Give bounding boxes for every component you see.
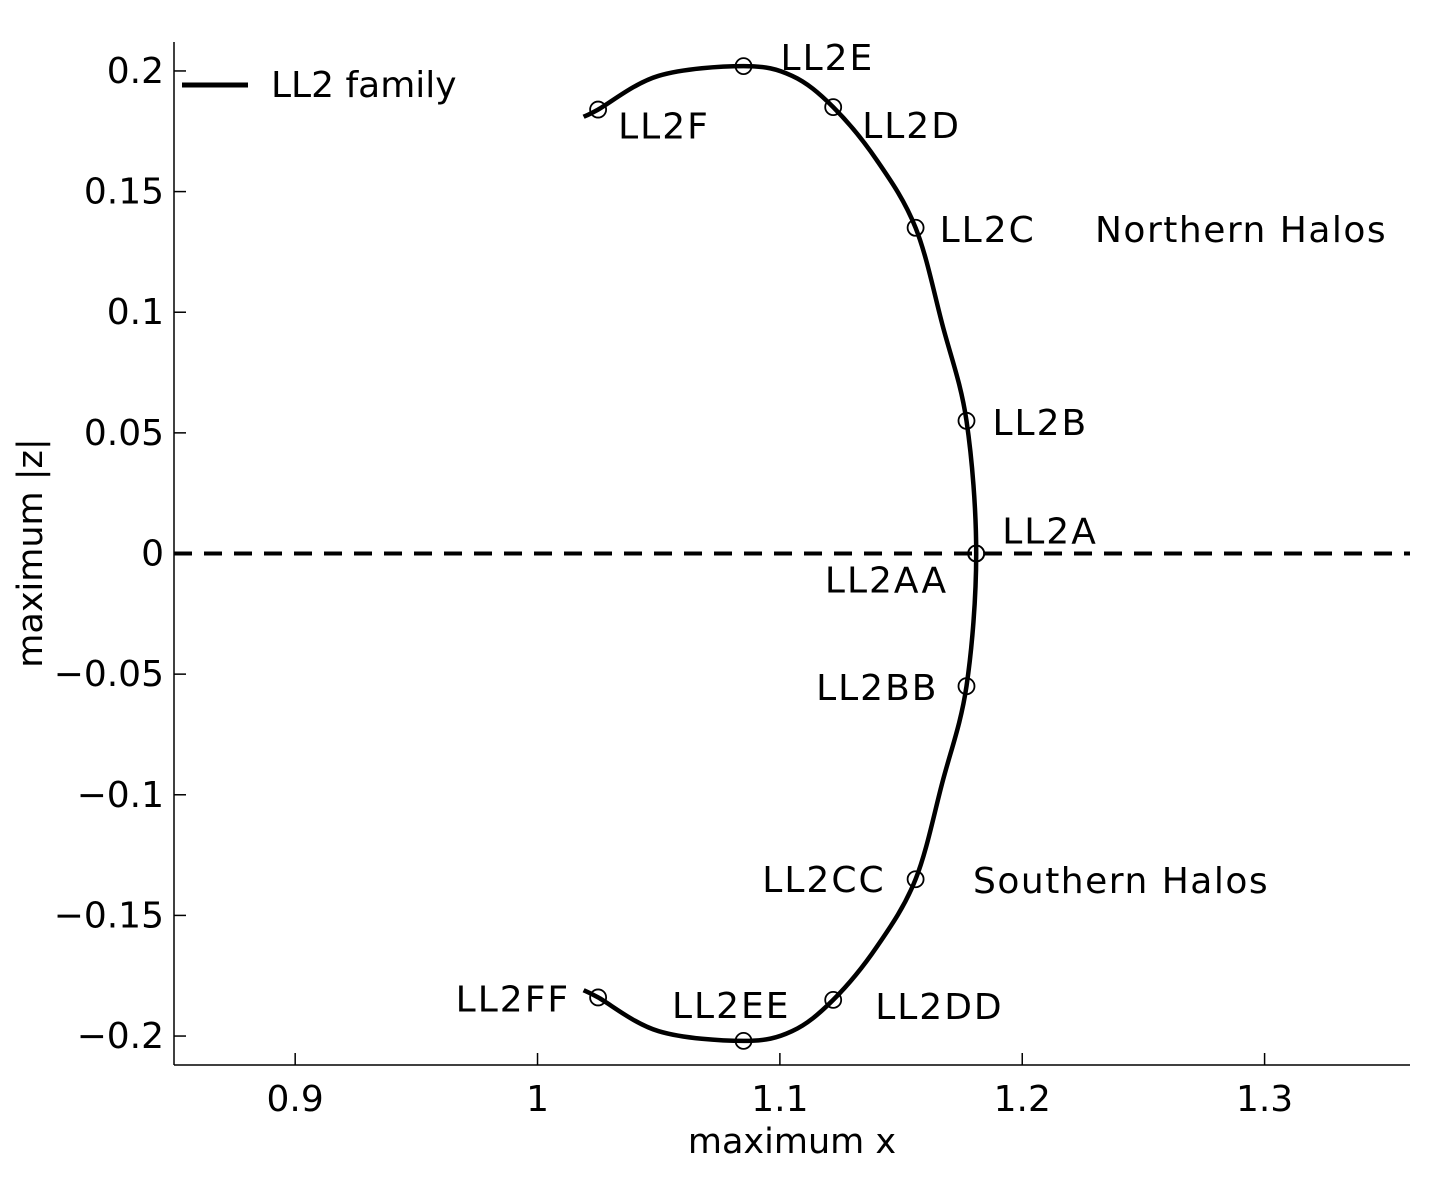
- y-tick-label: 0.15: [84, 172, 164, 213]
- point-label-ll2b: LL2B: [992, 403, 1088, 444]
- point-label-ll2bb: LL2BB: [816, 668, 938, 709]
- x-axis-label: maximum x: [688, 1122, 896, 1162]
- ticks: 0.9 1 1.1 1.2 1.3 0.2 0.15 0.1 0.05 0 −0.05 −0.1 −0.…: [54, 51, 1294, 1120]
- point-marker-ll2bb: [957, 677, 976, 696]
- point-marker-ll2dd: [824, 990, 843, 1009]
- x-tick-label: 1.2: [994, 1079, 1051, 1120]
- point-label-ll2ff: LL2FF: [456, 979, 570, 1020]
- point-marker-ll2d: [824, 98, 843, 117]
- point-marker-ll2c: [906, 218, 925, 237]
- point-label-ll2f: LL2F: [618, 107, 710, 148]
- point-marker-ll2cc: [906, 870, 925, 889]
- y-tick-label: −0.15: [54, 895, 164, 936]
- y-axis-label: maximum |z|: [11, 438, 51, 667]
- point-labels: LL2E LL2F LL2D LL2C LL2B LL2A LL2AA LL2BB LL2CC L…: [456, 38, 1098, 1028]
- series-curves: [582, 63, 979, 1044]
- annotation-northern-halos: Northern Halos: [1095, 210, 1387, 251]
- y-tick-label: −0.2: [77, 1016, 164, 1057]
- point-marker-ll2aa: [967, 544, 986, 563]
- point-marker-ll2f: [589, 100, 608, 119]
- y-tick-label: −0.1: [77, 775, 164, 816]
- point-label-ll2ee: LL2EE: [672, 986, 791, 1027]
- x-tick-label: 1: [526, 1079, 549, 1120]
- point-label-ll2e: LL2E: [781, 38, 875, 79]
- point-label-ll2d: LL2D: [862, 106, 961, 147]
- y-tick-label: 0.2: [107, 51, 164, 92]
- series-line-ll2-family: [582, 63, 979, 1044]
- point-marker-ll2b: [957, 411, 976, 430]
- x-tick-label: 0.9: [267, 1079, 324, 1120]
- point-label-ll2dd: LL2DD: [875, 987, 1003, 1028]
- y-tick-label: 0.05: [84, 413, 164, 454]
- point-label-ll2cc: LL2CC: [762, 860, 885, 901]
- annotation-southern-halos: Southern Halos: [973, 861, 1269, 902]
- point-marker-ll2e: [734, 57, 753, 76]
- point-marker-ll2ee: [734, 1031, 753, 1050]
- y-tick-label: 0: [141, 534, 164, 575]
- point-label-ll2a: LL2A: [1002, 512, 1098, 553]
- y-tick-label: 0.1: [107, 292, 164, 333]
- legend: LL2 family: [182, 65, 457, 106]
- point-label-ll2aa: LL2AA: [825, 561, 948, 602]
- legend-label: LL2 family: [271, 65, 457, 106]
- y-tick-label: −0.05: [54, 654, 164, 695]
- point-marker-ll2ff: [589, 988, 608, 1007]
- x-tick-label: 1.1: [751, 1079, 808, 1120]
- x-tick-label: 1.3: [1236, 1079, 1293, 1120]
- annotations: Northern Halos Southern Halos: [973, 210, 1387, 902]
- point-label-ll2c: LL2C: [940, 210, 1036, 251]
- point-markers: [589, 57, 986, 1050]
